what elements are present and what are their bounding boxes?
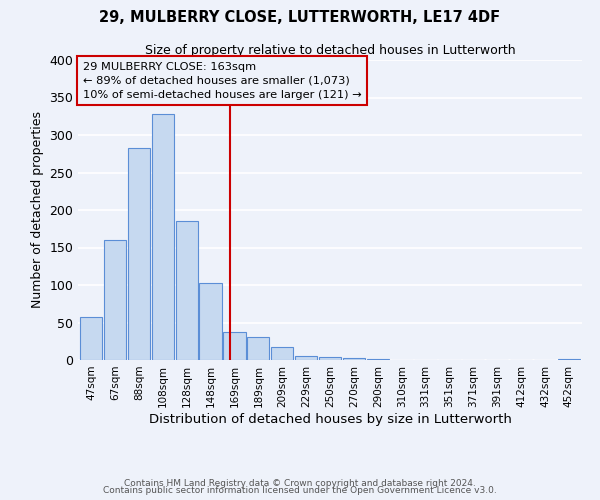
- Bar: [104, 240, 126, 360]
- Bar: [343, 358, 365, 360]
- Text: Contains HM Land Registry data © Crown copyright and database right 2024.: Contains HM Land Registry data © Crown c…: [124, 478, 476, 488]
- Bar: [558, 358, 580, 360]
- Bar: [319, 357, 341, 360]
- Bar: [80, 318, 102, 360]
- Bar: [367, 359, 389, 360]
- Bar: [199, 283, 221, 360]
- Bar: [223, 332, 245, 360]
- X-axis label: Distribution of detached houses by size in Lutterworth: Distribution of detached houses by size …: [149, 412, 511, 426]
- Bar: [295, 356, 317, 360]
- Bar: [176, 221, 198, 360]
- Bar: [247, 337, 269, 360]
- Text: 29, MULBERRY CLOSE, LUTTERWORTH, LE17 4DF: 29, MULBERRY CLOSE, LUTTERWORTH, LE17 4D…: [100, 10, 500, 25]
- Y-axis label: Number of detached properties: Number of detached properties: [31, 112, 44, 308]
- Text: Contains public sector information licensed under the Open Government Licence v3: Contains public sector information licen…: [103, 486, 497, 495]
- Title: Size of property relative to detached houses in Lutterworth: Size of property relative to detached ho…: [145, 44, 515, 58]
- Bar: [128, 148, 150, 360]
- Text: 29 MULBERRY CLOSE: 163sqm
← 89% of detached houses are smaller (1,073)
10% of se: 29 MULBERRY CLOSE: 163sqm ← 89% of detac…: [83, 62, 362, 100]
- Bar: [271, 346, 293, 360]
- Bar: [152, 114, 174, 360]
